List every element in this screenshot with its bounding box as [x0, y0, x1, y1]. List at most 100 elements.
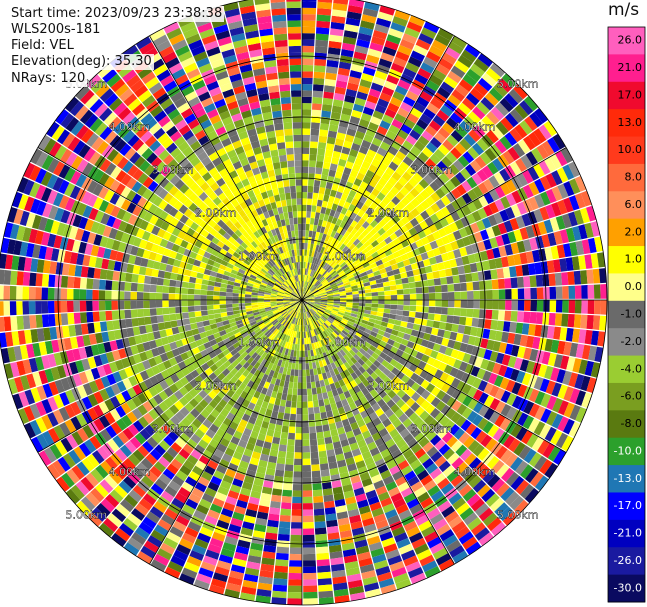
velocity-gate: [361, 344, 369, 352]
velocity-gate: [290, 330, 294, 337]
velocity-gate: [485, 227, 496, 239]
velocity-gate: [259, 427, 268, 435]
velocity-gate: [314, 314, 319, 320]
velocity-gate: [302, 401, 308, 408]
velocity-gate: [462, 488, 477, 502]
velocity-gate: [303, 287, 306, 294]
velocity-gate: [29, 272, 37, 286]
velocity-gate: [307, 198, 313, 206]
velocity-gate: [422, 458, 434, 470]
velocity-gate: [367, 495, 380, 506]
velocity-gate: [106, 270, 114, 281]
velocity-gate: [484, 92, 499, 106]
velocity-gate: [293, 471, 302, 478]
velocity-gate: [434, 455, 447, 468]
velocity-gate: [377, 398, 386, 408]
velocity-gate: [251, 451, 261, 460]
velocity-gate: [349, 212, 357, 220]
velocity-gate: [559, 229, 569, 244]
velocity-gate: [298, 306, 301, 313]
velocity-gate: [484, 319, 492, 329]
velocity-gate: [516, 201, 528, 215]
velocity-gate: [431, 327, 439, 336]
velocity-gate: [441, 300, 449, 307]
velocity-gate: [436, 160, 448, 172]
velocity-gate: [302, 134, 310, 142]
velocity-gate: [289, 547, 302, 555]
velocity-gate: [425, 79, 440, 92]
velocity-gate: [587, 284, 595, 299]
velocity-gate: [463, 325, 472, 335]
velocity-gate: [367, 321, 375, 327]
velocity-gate: [477, 207, 488, 220]
velocity-gate: [492, 247, 501, 259]
velocity-gate: [332, 576, 347, 585]
velocity-gate: [333, 197, 341, 205]
velocity-gate: [310, 336, 314, 344]
velocity-gate: [459, 316, 467, 326]
velocity-gate: [308, 330, 312, 338]
velocity-gate: [329, 280, 336, 286]
velocity-gate: [339, 332, 347, 339]
velocity-gate: [486, 456, 500, 470]
velocity-gate: [554, 313, 563, 327]
velocity-gate: [518, 445, 532, 460]
velocity-gate: [342, 315, 350, 321]
velocity-gate: [391, 118, 403, 129]
velocity-gate: [424, 566, 441, 579]
velocity-gate: [409, 349, 419, 358]
velocity-gate: [519, 100, 534, 116]
velocity-gate: [584, 222, 594, 238]
velocity-gate: [492, 428, 505, 442]
velocity-gate: [355, 130, 366, 140]
velocity-gate: [334, 360, 341, 368]
velocity-gate: [349, 349, 356, 357]
velocity-gate: [323, 155, 332, 164]
velocity-gate: [254, 418, 263, 427]
velocity-gate: [597, 252, 606, 268]
velocity-gate: [347, 274, 355, 280]
velocity-gate: [451, 323, 459, 333]
velocity-gate: [472, 106, 486, 120]
velocity-gate: [555, 432, 569, 449]
velocity-gate: [316, 546, 329, 554]
velocity-gate: [330, 402, 338, 411]
velocity-gate: [392, 156, 403, 166]
velocity-gate: [491, 224, 502, 237]
velocity-gate: [513, 441, 526, 456]
velocity-gate: [364, 265, 372, 272]
velocity-gate: [294, 446, 302, 453]
velocity-gate: [476, 327, 484, 338]
velocity-gate: [530, 287, 538, 299]
velocity-gate: [410, 443, 422, 454]
velocity-gate: [347, 508, 360, 518]
velocity-gate: [432, 68, 447, 81]
velocity-gate: [362, 430, 372, 440]
velocity-gate: [529, 112, 543, 128]
velocity-gate: [361, 478, 373, 488]
velocity-gate: [351, 448, 362, 457]
velocity-gate: [327, 53, 340, 62]
velocity-gate: [358, 255, 366, 262]
velocity-gate: [257, 433, 266, 442]
velocity-gate: [428, 306, 436, 314]
velocity-gate: [330, 189, 337, 198]
velocity-gate: [322, 338, 328, 346]
velocity-gate: [111, 290, 118, 300]
velocity-gate: [333, 232, 340, 240]
velocity-gate: [381, 256, 389, 264]
velocity-gate: [385, 130, 397, 140]
velocity-gate: [365, 128, 377, 138]
velocity-gate: [434, 369, 444, 379]
velocity-gate: [370, 211, 379, 220]
velocity-gate: [93, 268, 101, 279]
velocity-gate: [321, 104, 332, 112]
velocity-gate: [378, 578, 395, 589]
velocity-gate: [409, 15, 425, 27]
velocity-gate: [297, 395, 302, 402]
velocity-gate: [334, 498, 346, 507]
velocity-gate: [353, 271, 360, 277]
velocity-gate: [328, 544, 342, 553]
velocity-gate: [369, 143, 380, 153]
velocity-gate: [385, 327, 393, 334]
